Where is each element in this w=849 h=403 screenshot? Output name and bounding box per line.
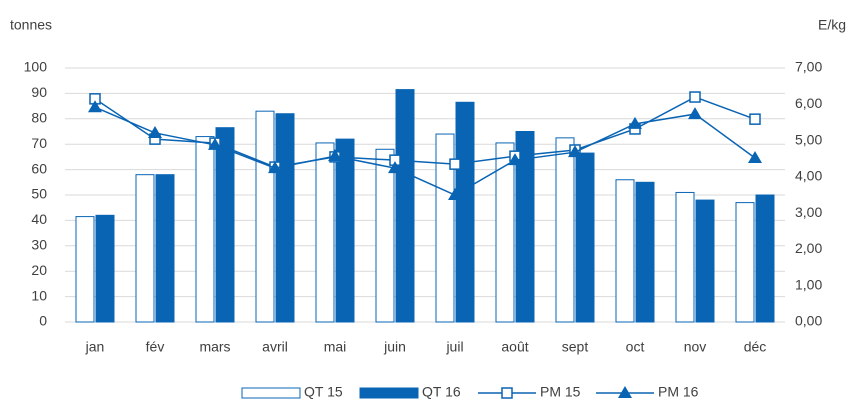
y-tick-label: 0 bbox=[39, 313, 47, 329]
line-marker bbox=[328, 149, 342, 162]
bar bbox=[255, 110, 275, 323]
x-tick-label: juil bbox=[445, 339, 463, 355]
line bbox=[94, 96, 756, 168]
line-marker bbox=[749, 113, 761, 125]
y-tick-label: 90 bbox=[31, 84, 47, 100]
x-tick-label: sept bbox=[562, 339, 589, 355]
y2-tick-label: 3,00 bbox=[795, 204, 822, 220]
y2-tick-label: 4,00 bbox=[795, 168, 822, 184]
y-tick-label: 20 bbox=[31, 262, 47, 278]
legend-label: PM 15 bbox=[540, 384, 581, 400]
bar bbox=[75, 216, 95, 323]
legend-swatch bbox=[241, 387, 301, 399]
legend-marker bbox=[501, 387, 513, 399]
bar bbox=[675, 191, 695, 323]
x-tick-label: déc bbox=[744, 339, 767, 355]
y2-tick-label: 5,00 bbox=[795, 131, 822, 147]
line-marker bbox=[388, 161, 402, 174]
y2-tick-label: 0,00 bbox=[795, 313, 822, 329]
legend-swatch bbox=[359, 387, 419, 399]
y-tick-label: 100 bbox=[24, 59, 48, 75]
bar bbox=[95, 214, 115, 323]
bar bbox=[195, 136, 215, 323]
y-tick-label: 50 bbox=[31, 186, 47, 202]
y-axis-label: tonnes bbox=[10, 17, 52, 33]
line-marker bbox=[208, 137, 222, 150]
y2-tick-label: 6,00 bbox=[795, 95, 822, 111]
bar bbox=[155, 174, 175, 323]
bar bbox=[135, 174, 155, 323]
x-tick-label: jan bbox=[85, 339, 105, 355]
bar bbox=[515, 131, 535, 323]
x-tick-label: mars bbox=[199, 339, 230, 355]
y2-tick-label: 2,00 bbox=[795, 240, 822, 256]
line-marker bbox=[448, 188, 462, 200]
line-marker bbox=[688, 107, 702, 120]
x-tick-label: avril bbox=[262, 339, 288, 355]
legend-label: PM 16 bbox=[658, 384, 699, 400]
y2-axis-label: E/kg bbox=[818, 17, 846, 33]
x-tick-label: oct bbox=[626, 339, 645, 355]
y2-tick-label: 1,00 bbox=[795, 276, 822, 292]
bar bbox=[215, 127, 235, 323]
bar bbox=[275, 113, 295, 323]
bar bbox=[375, 148, 395, 323]
legend-label: QT 15 bbox=[304, 384, 343, 400]
y-tick-label: 10 bbox=[31, 287, 47, 303]
line-marker bbox=[568, 145, 582, 158]
x-tick-label: fév bbox=[146, 339, 165, 355]
y-tick-label: 40 bbox=[31, 211, 47, 227]
bar bbox=[395, 89, 415, 323]
bar bbox=[695, 199, 715, 323]
x-tick-label: août bbox=[501, 339, 528, 355]
line-marker bbox=[148, 125, 162, 138]
line bbox=[94, 106, 756, 196]
line-marker bbox=[689, 91, 701, 103]
y-tick-label: 80 bbox=[31, 110, 47, 126]
line-marker bbox=[628, 116, 642, 129]
bar bbox=[455, 101, 475, 323]
y-tick-label: 70 bbox=[31, 135, 47, 151]
y-tick-label: 30 bbox=[31, 237, 47, 253]
bar bbox=[735, 202, 755, 323]
bar bbox=[335, 138, 355, 323]
bar bbox=[635, 181, 655, 323]
y-tick-label: 60 bbox=[31, 160, 47, 176]
bar bbox=[555, 137, 575, 323]
x-tick-label: mai bbox=[324, 339, 347, 355]
line-marker bbox=[88, 100, 102, 113]
legend-label: QT 16 bbox=[422, 384, 461, 400]
bar bbox=[615, 179, 635, 323]
line-marker bbox=[508, 153, 522, 166]
legend-marker bbox=[618, 386, 632, 398]
bar bbox=[755, 194, 775, 323]
bar bbox=[575, 152, 595, 323]
bar bbox=[315, 142, 335, 323]
x-tick-label: juin bbox=[383, 339, 406, 355]
y2-tick-label: 7,00 bbox=[795, 59, 822, 75]
line-marker bbox=[449, 158, 461, 170]
line-marker bbox=[268, 161, 282, 174]
bar bbox=[435, 133, 455, 323]
bar bbox=[495, 142, 515, 323]
line-marker bbox=[748, 150, 762, 163]
x-tick-label: nov bbox=[684, 339, 707, 355]
